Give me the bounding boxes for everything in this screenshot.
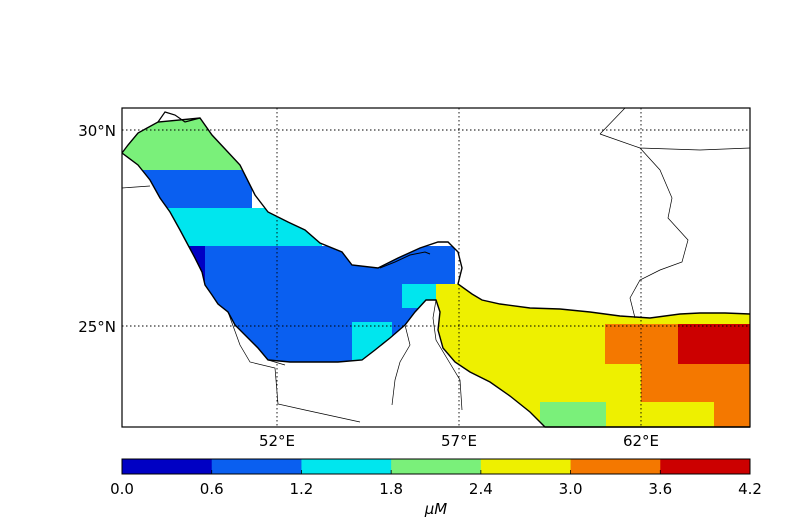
colorbar-tick-label: 0.6: [200, 480, 224, 498]
lat-label-25n: 25°N: [78, 318, 116, 336]
coastline: [121, 117, 751, 428]
colorbar-segment: [301, 459, 392, 474]
graticule: [122, 108, 750, 427]
colorbar-frame: [121, 458, 751, 475]
map-frame: [121, 107, 751, 428]
colorbar-tick-label: 1.2: [289, 480, 313, 498]
cell-green-oman-south: [540, 402, 606, 427]
colorbar-tick-label: 2.4: [469, 480, 493, 498]
colorbar-tick-label: 3.0: [559, 480, 583, 498]
lon-label-52e: 52°E: [259, 432, 295, 450]
cell-yellow-south: [641, 402, 714, 427]
colorbar-tick-label: 1.8: [379, 480, 403, 498]
colorbar-segments: [122, 459, 751, 474]
colorbar-segment: [211, 459, 302, 474]
colorbar-segment: [570, 459, 661, 474]
colorbar-segment: [391, 459, 482, 474]
lat-label-30n: 30°N: [78, 122, 116, 140]
shatt-al-arab-detail: [157, 111, 201, 123]
colorbar-segment: [480, 459, 572, 474]
colorbar-segment: [122, 459, 213, 474]
colorbar-unit-label: μM: [424, 500, 448, 518]
colorbar-tick-label: 4.2: [738, 480, 762, 498]
colorbar: 0.0 0.6 1.2 1.8 2.4 3.0 3.6 4.2 μM: [110, 458, 762, 518]
lon-label-57e: 57°E: [441, 432, 477, 450]
country-borders: [121, 107, 751, 423]
colorbar-tick-label: 3.6: [648, 480, 672, 498]
colorbar-segment: [660, 459, 751, 474]
colorbar-ticks: 0.0 0.6 1.2 1.8 2.4 3.0 3.6 4.2: [110, 470, 762, 498]
island-detail: [379, 251, 431, 269]
cell-orange-3: [714, 400, 750, 427]
lon-label-62e: 62°E: [623, 432, 659, 450]
colorbar-tick-label: 0.0: [110, 480, 134, 498]
cell-red-east: [678, 324, 750, 364]
